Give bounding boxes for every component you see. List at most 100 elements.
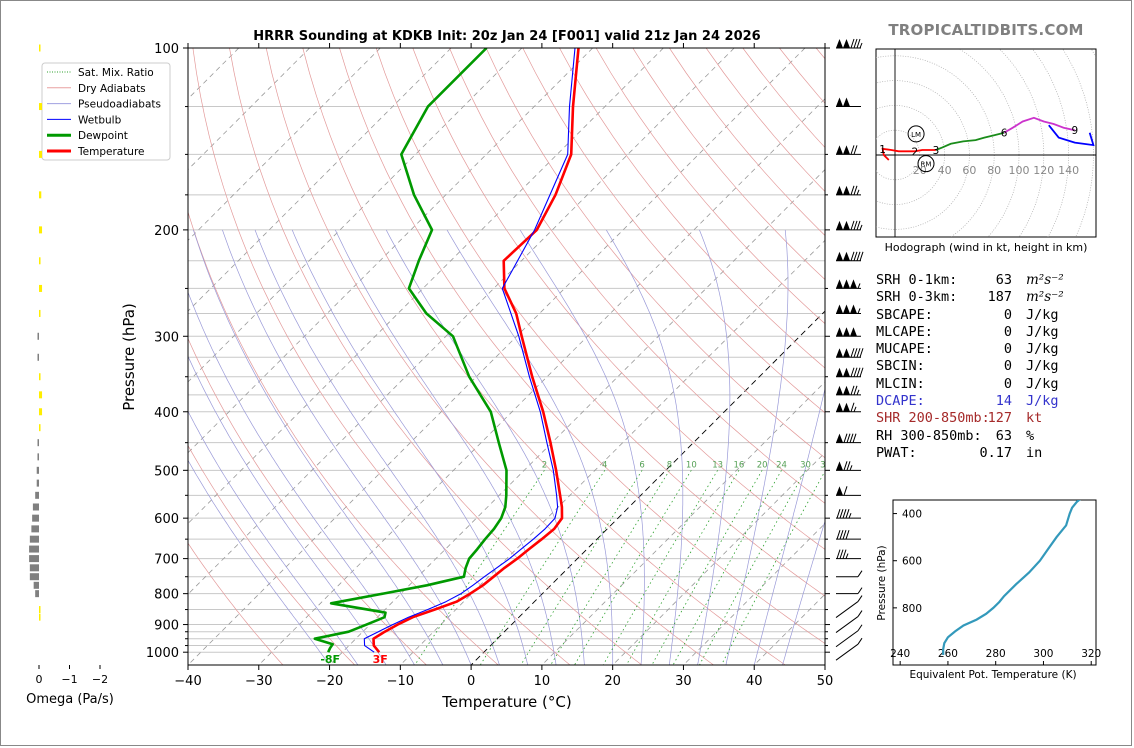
sat-mix-ratio-line bbox=[602, 470, 718, 665]
wind-barb bbox=[836, 508, 861, 519]
plot-area-border bbox=[187, 47, 826, 666]
stat-label: SBCAPE: bbox=[876, 306, 933, 323]
dry-adiabat-line bbox=[188, 444, 355, 665]
x-tick-label: −30 bbox=[245, 674, 272, 689]
omega-bar bbox=[39, 424, 41, 432]
dry-adiabat-line bbox=[265, 48, 714, 665]
isotherm-line bbox=[188, 48, 735, 595]
barb-full bbox=[839, 508, 844, 519]
theta-e-x-tick-label: 320 bbox=[1081, 648, 1101, 660]
hodograph-ring-label: 100 bbox=[1009, 164, 1030, 177]
hodograph-ring-label: 60 bbox=[962, 164, 976, 177]
dry-adiabat-line bbox=[229, 48, 643, 665]
barb-full bbox=[852, 433, 857, 443]
sat-mix-ratio-line bbox=[651, 470, 763, 665]
isotherm-line bbox=[753, 593, 825, 665]
omega-bar bbox=[39, 408, 43, 416]
theta-e-content bbox=[942, 500, 1081, 655]
isotherm-line bbox=[612, 452, 825, 665]
sat-mix-ratio-label: 6 bbox=[639, 460, 644, 470]
wind-barb bbox=[836, 433, 861, 444]
omega-bar bbox=[39, 284, 43, 292]
storm-motion-marker-lm bbox=[907, 125, 925, 143]
barb-pennant bbox=[843, 402, 850, 412]
barb-full bbox=[843, 486, 848, 496]
barb-half bbox=[849, 465, 853, 471]
barb-flag bbox=[857, 587, 863, 594]
barb-full bbox=[853, 220, 858, 231]
wind-barb bbox=[836, 461, 861, 471]
barb-pennant bbox=[850, 279, 857, 289]
barb-full bbox=[853, 251, 858, 261]
stat-unit: m²s⁻² bbox=[1026, 289, 1064, 306]
barb-half bbox=[859, 42, 863, 49]
stat-value: 187 bbox=[987, 289, 1012, 306]
omega-bar bbox=[35, 491, 39, 499]
dry-adiabat-line bbox=[339, 48, 825, 644]
stat-unit: J/kg bbox=[1026, 358, 1059, 375]
isotherm-line bbox=[188, 48, 523, 383]
barb-full bbox=[846, 433, 851, 443]
legend-label: Temperature bbox=[77, 146, 145, 158]
barb-pennant bbox=[843, 279, 850, 289]
dry-adiabat-line bbox=[412, 48, 825, 550]
theta-e-y-tick-label: 600 bbox=[902, 556, 922, 568]
hodograph-ring-label: 20 bbox=[913, 164, 927, 177]
omega-bar bbox=[37, 439, 39, 447]
stat-row: RH 300-850mb: 63% bbox=[876, 428, 1096, 445]
dry-adiabat-line bbox=[559, 48, 825, 369]
omega-panel: 0 −1 −2 bbox=[29, 44, 108, 686]
sat-mix-ratio-label: 20 bbox=[757, 460, 768, 470]
wind-barb bbox=[836, 185, 861, 196]
wind-barb bbox=[836, 587, 863, 595]
stat-label: DCAPE: bbox=[876, 393, 925, 410]
stat-unit: J/kg bbox=[1026, 393, 1059, 410]
stat-unit: in bbox=[1026, 444, 1043, 461]
stat-value: 0.17 bbox=[979, 444, 1012, 461]
barb-full bbox=[853, 385, 858, 395]
sat-mix-ratio-line bbox=[699, 470, 806, 665]
theta-e-x-tick-label: 260 bbox=[938, 648, 958, 660]
x-tick-label: 20 bbox=[604, 674, 621, 689]
barb-half bbox=[848, 512, 852, 519]
isotherm-line bbox=[188, 48, 452, 312]
barb-half bbox=[857, 283, 861, 289]
y-tick-label: 400 bbox=[154, 406, 179, 421]
theta-e-y-tick-label: 400 bbox=[902, 509, 922, 521]
wind-barb bbox=[835, 595, 863, 618]
y-tick-label: 1000 bbox=[146, 646, 179, 661]
skewt-background-lines bbox=[188, 48, 825, 665]
barb-pennant bbox=[843, 367, 850, 377]
dry-adiabat-line bbox=[188, 542, 284, 665]
barb-flag bbox=[857, 610, 863, 617]
isotherm-line bbox=[541, 381, 825, 665]
legend-label: Sat. Mix. Ratio bbox=[78, 67, 154, 79]
barb-pennant bbox=[850, 304, 857, 314]
y-tick-label: 600 bbox=[154, 512, 179, 527]
y-tick-label: 100 bbox=[154, 42, 179, 57]
dry-adiabat-line bbox=[188, 210, 499, 665]
barb-full bbox=[842, 530, 847, 540]
x-tick-label: −10 bbox=[387, 674, 414, 689]
stat-unit: % bbox=[1026, 427, 1035, 444]
barb-full bbox=[850, 145, 855, 155]
barb-full bbox=[856, 38, 861, 49]
wind-barb bbox=[836, 220, 863, 231]
barb-full bbox=[859, 367, 864, 377]
barb-full bbox=[843, 461, 848, 471]
hodograph-height-label: 6 bbox=[1001, 128, 1008, 140]
pseudoadiabat-line bbox=[188, 291, 415, 665]
hodograph-ring-label: 80 bbox=[987, 164, 1001, 177]
wind-barb bbox=[835, 610, 863, 633]
barb-full bbox=[850, 251, 855, 261]
barb-pennant bbox=[836, 220, 843, 230]
hodograph-content: 20 40 60 80 100 120 140 1 2 3 6 9 LM RM bbox=[876, 49, 1096, 237]
series-dewpoint bbox=[313, 48, 508, 653]
isotherm-line bbox=[470, 310, 825, 665]
barb-flag bbox=[857, 637, 863, 645]
pseudoadiabat-line bbox=[291, 229, 529, 665]
barb-flag bbox=[857, 595, 863, 602]
wind-barb bbox=[836, 145, 861, 155]
pseudoadiabat-line bbox=[782, 519, 825, 665]
sat-mix-ratio-line bbox=[672, 470, 782, 665]
